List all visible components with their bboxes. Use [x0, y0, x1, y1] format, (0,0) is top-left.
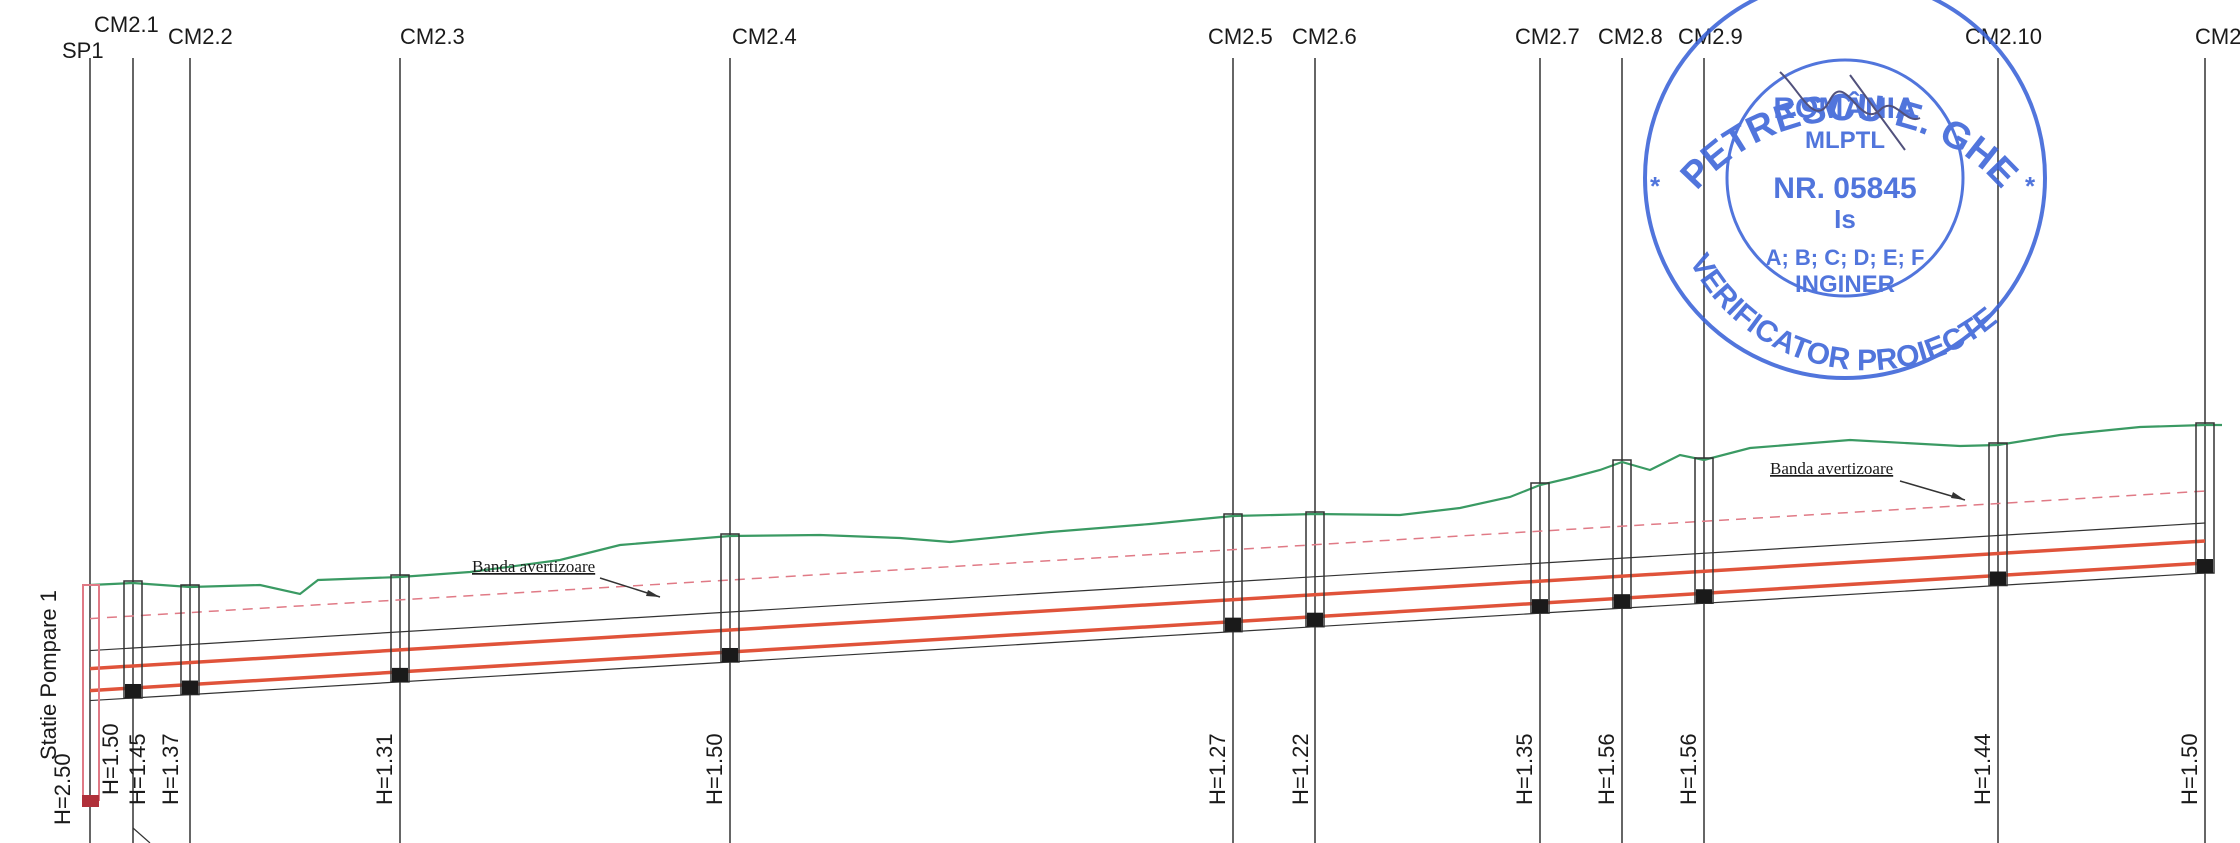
invert-block: [2197, 559, 2213, 574]
manholes: [123, 422, 2215, 699]
stamp-signature: [1779, 71, 1921, 151]
depth-label: H=1.37: [158, 733, 183, 805]
station-label: CM2.8: [1598, 24, 1663, 49]
detail-line: [132, 827, 151, 843]
pump-station: Statie Pompare 1: [36, 584, 100, 807]
manhole-cm2-3: [390, 574, 410, 683]
stamp-outer-ring: [1643, 0, 2047, 380]
pipe-bottom-line: [89, 561, 2206, 693]
stamp-country: ROMÂNIA: [1773, 91, 1916, 125]
station-label: CM2.4: [732, 24, 797, 49]
leader-arrow: [646, 590, 660, 597]
manhole-cm2-5: [1223, 513, 1243, 633]
invert-block: [125, 683, 141, 698]
depth-label-extra: H=1.50: [98, 723, 123, 795]
depth-label: H=1.45: [125, 733, 150, 805]
manhole-cm2-8: [1612, 459, 1632, 609]
profile-lines: [89, 423, 2222, 843]
station-label: CM2.1: [94, 12, 159, 37]
invert-block: [1307, 612, 1323, 627]
manhole-cm2-9: [1694, 457, 1714, 604]
pipe-top-line: [89, 539, 2206, 671]
pump-station-outline: [82, 584, 100, 801]
station-label: CM2.5: [1208, 24, 1273, 49]
warning-tape-label: Banda avertizoare: [1770, 459, 1893, 478]
invert-block: [1532, 599, 1548, 614]
ground-line: [89, 423, 2222, 596]
manhole-cm2-7: [1530, 482, 1550, 614]
trench-bottom-line: [89, 572, 2206, 702]
warning-tape-line: [89, 490, 2206, 620]
stamp-inner-ring: [1725, 58, 1965, 298]
invert-block: [1990, 571, 2006, 586]
warning-tape-label: Banda avertizoare: [472, 557, 595, 576]
pump-station-sump: [82, 795, 99, 807]
verification-stamp: PETRESCU E. GHEORGHE VERIFICATOR PROIECT…: [0, 0, 2047, 380]
manhole-cm2-1: [123, 580, 143, 699]
depth-label: H=1.56: [1594, 733, 1619, 805]
stamp-classes: A; B; C; D; E; F: [1766, 245, 1925, 270]
invert-block: [1225, 617, 1241, 632]
depth-label: H=1.56: [1676, 733, 1701, 805]
warning-tape-annotation-2: Banda avertizoare: [1770, 459, 1966, 501]
manhole-cm2-2: [180, 584, 200, 696]
station-lines: [89, 58, 2206, 843]
stamp-code: Is: [1834, 204, 1856, 234]
station-label: CM2.3: [400, 24, 465, 49]
stamp-number: NR. 05845: [1773, 172, 1916, 205]
invert-block: [1614, 594, 1630, 609]
stamp-star: *: [1650, 171, 1661, 201]
depth-label: H=1.31: [372, 733, 397, 805]
depth-label: H=1.22: [1288, 733, 1313, 805]
depth-label: H=1.50: [702, 733, 727, 805]
invert-block: [182, 680, 198, 695]
manhole-cm2-10: [1988, 442, 2008, 587]
warning-tape-annotation-1: Banda avertizoare: [472, 557, 661, 598]
station-label: CM2.11: [2195, 24, 2240, 49]
station-label: CM2.7: [1515, 24, 1580, 49]
depth-label: H=1.44: [1970, 733, 1995, 805]
pump-station-label: Statie Pompare 1: [36, 590, 61, 760]
depth-labels: H=2.50 H=1.45 H=1.37 H=1.31 H=1.50 H=1.27 H=1.…: [50, 723, 2202, 825]
invert-block: [392, 667, 408, 682]
depth-label: H=2.50: [50, 753, 75, 825]
station-label: CM2.2: [168, 24, 233, 49]
station-label: SP1: [62, 38, 104, 63]
invert-block: [1696, 589, 1712, 604]
stamp-star: *: [2025, 171, 2036, 201]
depth-label: H=1.50: [2177, 733, 2202, 805]
station-label: CM2.6: [1292, 24, 1357, 49]
depth-label: H=1.27: [1205, 733, 1230, 805]
depth-label: H=1.35: [1512, 733, 1537, 805]
trench-top-line: [89, 522, 2206, 652]
invert-block: [722, 647, 738, 662]
manhole-cm2-6: [1305, 511, 1325, 628]
manhole-cm2-4: [720, 533, 740, 663]
leader-arrow: [1951, 492, 1965, 500]
stamp-ministry: MLPTL: [1805, 127, 1885, 154]
stamp-title: INGINER: [1795, 271, 1895, 298]
manhole-cm2-11: [2195, 422, 2215, 574]
